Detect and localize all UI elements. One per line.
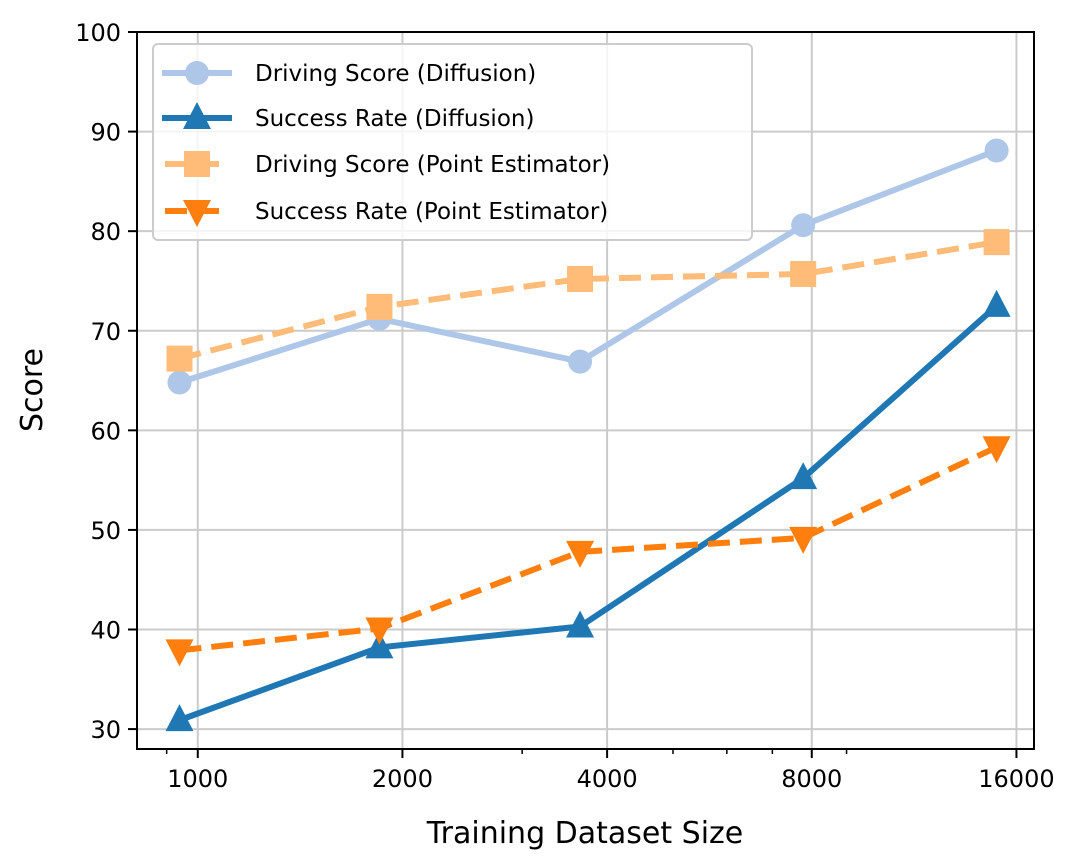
y-tick-label: 40 (90, 617, 121, 645)
x-axis-label: Training Dataset Size (426, 816, 744, 851)
triangle-up-marker (789, 462, 818, 490)
y-tick-label: 30 (90, 716, 121, 744)
plot-frame (136, 31, 1035, 750)
ticks: 1000 2000 4000 8000 16000 30 40 50 60 70 80 90 100 (75, 19, 1054, 793)
triangle-down-marker (183, 200, 211, 227)
triangle-down-marker (365, 617, 394, 645)
square-marker (184, 151, 210, 177)
triangle-down-marker (566, 540, 595, 568)
triangle-down-marker (165, 639, 194, 667)
series-success-rate-diffusion (165, 289, 1011, 732)
legend-entry-label: Success Rate (Diffusion) (255, 106, 534, 132)
triangle-up-marker (982, 289, 1011, 317)
square-marker (166, 345, 193, 372)
series-line (179, 444, 998, 654)
y-tick-label: 50 (90, 517, 121, 545)
x-tick-label: 8000 (781, 765, 842, 793)
circle-marker (185, 61, 209, 85)
series-line (178, 239, 998, 362)
y-tick-label: 100 (75, 19, 121, 47)
triangle-down-marker (789, 526, 818, 554)
y-tick-label: 80 (90, 218, 121, 246)
triangle-down-marker (982, 436, 1011, 464)
x-tick-label: 4000 (577, 765, 638, 793)
circle-marker (167, 370, 192, 395)
y-axis-label: Score (15, 348, 50, 432)
legend-box (152, 43, 753, 241)
legend-entry-label: Driving Score (Point Estimator) (255, 152, 610, 178)
triangle-up-marker (183, 102, 211, 129)
square-marker (983, 229, 1010, 256)
series-group (165, 138, 1011, 732)
legend-entry-label: Driving Score (Diffusion) (255, 61, 536, 87)
circle-marker (984, 138, 1009, 163)
y-tick-label: 70 (90, 318, 121, 346)
square-marker (567, 265, 594, 292)
circle-marker (791, 213, 816, 238)
series-success-rate-point-estimator (165, 436, 1011, 667)
legend-entry-label: Success Rate (Point Estimator) (255, 199, 608, 225)
x-tick-label: 2000 (372, 765, 433, 793)
square-marker (790, 260, 817, 287)
x-tick-label: 16000 (978, 765, 1054, 793)
circle-marker (568, 349, 593, 374)
y-tick-label: 60 (90, 417, 121, 445)
triangle-up-marker (566, 610, 595, 638)
legend: Driving Score (Diffusion) Success Rate (D… (152, 43, 753, 241)
square-marker (366, 293, 393, 320)
triangle-up-marker (365, 631, 394, 659)
series-driving-score-point-estimator (166, 229, 1010, 372)
y-tick-label: 90 (90, 119, 121, 147)
triangle-up-marker (165, 704, 194, 732)
x-tick-label: 1000 (167, 765, 228, 793)
